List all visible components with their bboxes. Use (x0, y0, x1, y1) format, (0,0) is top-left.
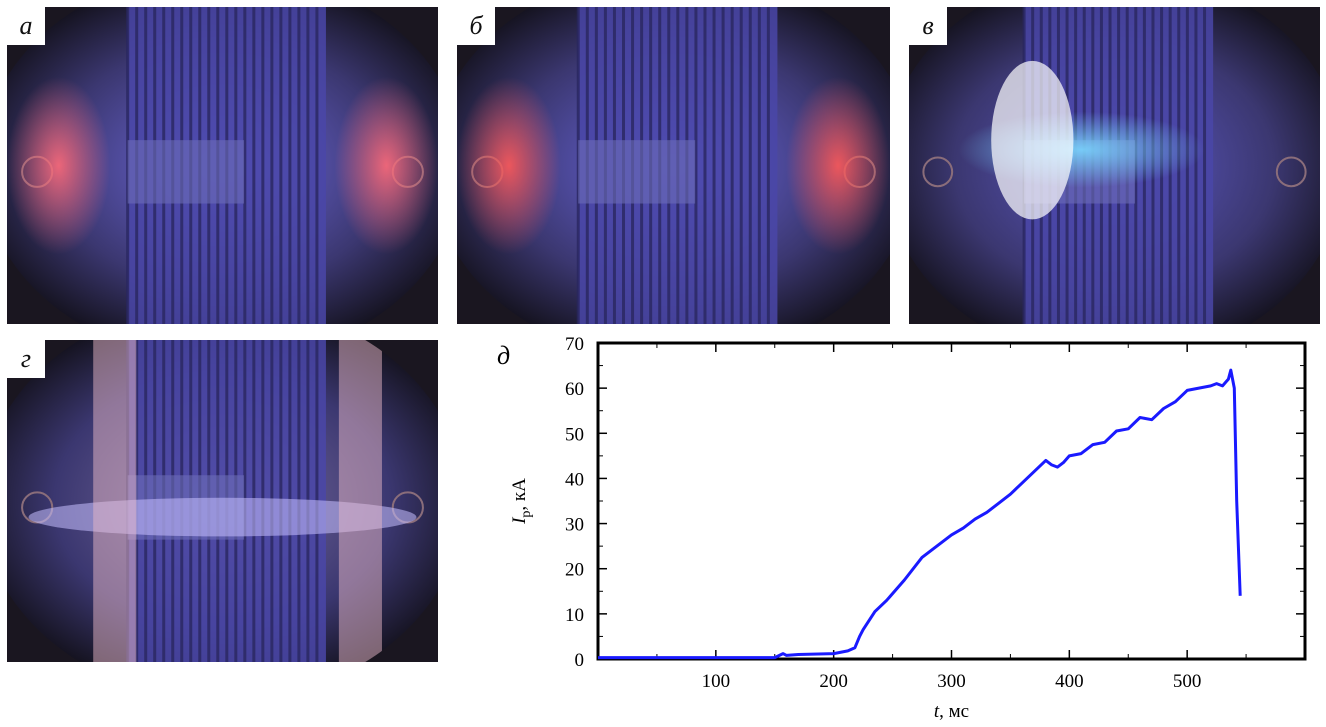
diagnostic-window (127, 140, 245, 204)
y-axis-label: Ip, кА (509, 478, 534, 525)
x-tick-label: 500 (1173, 671, 1202, 692)
y-tick-label: 0 (575, 650, 585, 671)
plasma-glow-left (457, 76, 561, 255)
plasma-current-chart: д 0 10 20 30 40 50 60 70 100 200 300 400 500 t, мс Ip,… (485, 330, 1326, 722)
panel-label-d: г (7, 340, 45, 378)
chart-panel-label: д (497, 341, 510, 370)
panel-label-c: в (909, 7, 947, 45)
plot-frame (596, 341, 1307, 661)
photo-d-image (7, 340, 438, 662)
y-tick-label: 20 (565, 560, 584, 581)
series-line-0 (598, 368, 1242, 660)
x-axis-label: t, мс (934, 701, 969, 722)
left-port (922, 156, 954, 188)
panel-label-b: б (457, 7, 495, 45)
x-tick-label: 400 (1055, 671, 1084, 692)
plasma-glow-right (334, 76, 438, 255)
plasma-glow-right (786, 76, 890, 255)
photo-b-image (457, 7, 890, 324)
photo-a-image (7, 7, 438, 324)
y-tick-label: 40 (565, 469, 584, 490)
y-tick-label: 30 (565, 515, 584, 536)
y-tick-label: 10 (565, 605, 584, 626)
x-tick-label: 300 (937, 671, 966, 692)
y-tick-label: 70 (565, 334, 584, 355)
photo-c-image (909, 7, 1320, 324)
plasma-glow-left (7, 76, 111, 255)
x-tick-label: 100 (702, 671, 731, 692)
right-port (1275, 156, 1307, 188)
y-tick-label: 60 (565, 379, 584, 400)
diagnostic-window (578, 140, 696, 204)
photo-panel-c: в (909, 7, 1320, 324)
photo-panel-a: а (7, 7, 438, 324)
y-tick-label: 50 (565, 424, 584, 445)
x-tick-label: 200 (819, 671, 848, 692)
panel-label-a: а (7, 7, 45, 45)
photo-panel-b: б (457, 7, 890, 324)
chart-svg: д 0 10 20 30 40 50 60 70 100 200 300 400 500 t, мс Ip,… (497, 334, 1307, 722)
photo-panel-d: г (7, 340, 438, 662)
